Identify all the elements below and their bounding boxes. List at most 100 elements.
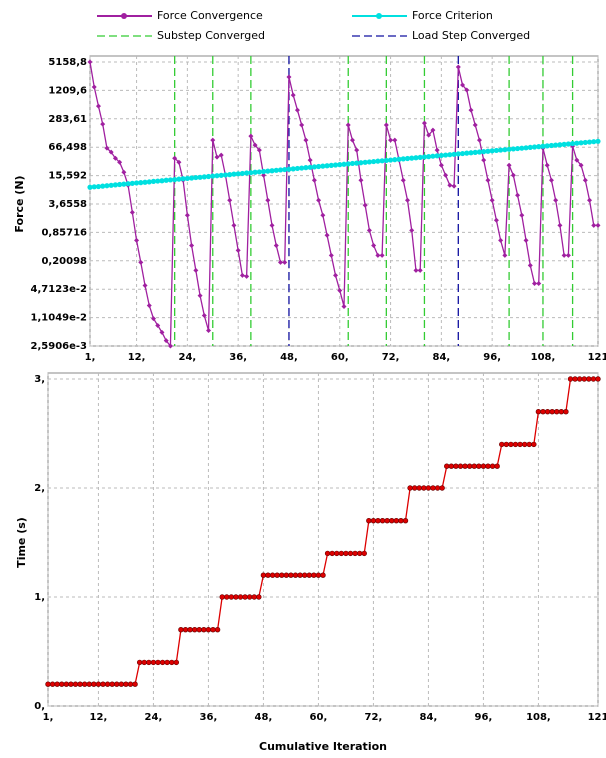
data-point	[180, 176, 186, 182]
data-point	[261, 172, 267, 178]
data-point	[515, 192, 521, 198]
x-tick-label: 12,	[128, 352, 146, 363]
data-point	[400, 177, 406, 183]
data-point	[112, 182, 118, 188]
x-tick-label: 36,	[229, 352, 247, 363]
data-point	[349, 160, 356, 167]
data-point	[251, 594, 257, 600]
data-point	[581, 376, 587, 382]
data-point	[379, 158, 385, 164]
data-point	[290, 166, 296, 172]
data-point	[481, 157, 487, 163]
data-point	[286, 74, 292, 80]
data-point	[95, 103, 101, 109]
data-point	[81, 681, 88, 687]
data-point	[531, 144, 538, 150]
data-point	[468, 107, 474, 113]
data-point	[172, 155, 178, 161]
data-point	[472, 149, 478, 155]
data-point	[219, 594, 225, 600]
data-point	[77, 681, 83, 687]
data-point	[343, 550, 349, 557]
data-point	[87, 59, 93, 65]
y-tick-label: 1,	[34, 592, 45, 603]
x-tick-label: 96,	[483, 352, 501, 363]
data-point	[462, 463, 468, 469]
data-point	[493, 147, 499, 154]
data-point	[133, 180, 140, 186]
data-point	[371, 158, 377, 165]
data-point	[324, 550, 331, 557]
data-point	[455, 151, 461, 157]
data-point	[409, 227, 415, 233]
data-point	[361, 550, 367, 557]
data-point	[421, 154, 428, 160]
data-point	[582, 139, 588, 146]
data-point	[95, 681, 102, 687]
data-point	[553, 142, 559, 148]
y-tick-label: 15,592	[48, 171, 87, 182]
data-point	[591, 222, 597, 228]
data-point	[402, 517, 409, 524]
data-point	[91, 84, 97, 90]
data-point	[196, 626, 202, 633]
x-tick-label: 84,	[420, 712, 438, 723]
data-point	[527, 262, 533, 268]
data-point	[387, 157, 394, 163]
y-tick-label: 2,5906e-3	[31, 341, 88, 352]
data-point	[297, 572, 303, 578]
data-point	[218, 152, 224, 158]
y-tick-label: 3,	[34, 374, 45, 385]
data-point	[574, 140, 580, 146]
data-point	[468, 150, 474, 156]
data-point	[197, 174, 203, 180]
data-point	[590, 376, 597, 382]
data-point	[536, 144, 542, 150]
data-point	[464, 150, 470, 156]
data-point	[117, 159, 123, 165]
data-point	[136, 659, 143, 666]
data-point	[485, 177, 491, 183]
data-point	[299, 122, 305, 128]
data-point	[586, 139, 593, 145]
data-point	[362, 202, 368, 208]
data-point	[189, 242, 195, 248]
data-point	[523, 237, 529, 243]
data-point	[316, 197, 322, 203]
data-point	[514, 145, 521, 152]
data-point	[557, 222, 563, 228]
x-axis-title: Cumulative Iteration	[259, 740, 387, 753]
legend-label: Force Convergence	[157, 9, 263, 22]
data-point	[193, 267, 199, 273]
data-point	[337, 162, 343, 168]
data-point	[274, 572, 280, 578]
data-point	[476, 149, 483, 155]
data-point	[248, 170, 254, 176]
data-point	[231, 171, 237, 177]
data-point	[121, 181, 127, 187]
y-tick-label: 4,7123e-2	[31, 284, 88, 295]
data-point	[191, 626, 198, 633]
data-point	[485, 148, 491, 154]
data-point	[248, 133, 254, 139]
data-point	[379, 252, 385, 258]
data-point	[235, 171, 241, 177]
data-point	[476, 463, 482, 469]
data-point	[510, 146, 516, 152]
data-point	[324, 232, 330, 238]
data-point	[503, 441, 510, 448]
data-point	[425, 485, 432, 491]
y-axis-title: Force (N)	[13, 175, 26, 232]
data-point	[439, 485, 445, 491]
data-point	[498, 237, 504, 243]
data-point	[586, 376, 592, 382]
x-tick-label: 60,	[310, 712, 328, 723]
x-tick-label: 24,	[179, 352, 197, 363]
data-point	[471, 463, 477, 469]
data-point	[328, 162, 334, 168]
plot-area	[47, 372, 599, 707]
data-point	[464, 87, 470, 93]
data-point	[214, 626, 221, 633]
data-point	[404, 155, 411, 162]
data-point	[398, 517, 404, 524]
